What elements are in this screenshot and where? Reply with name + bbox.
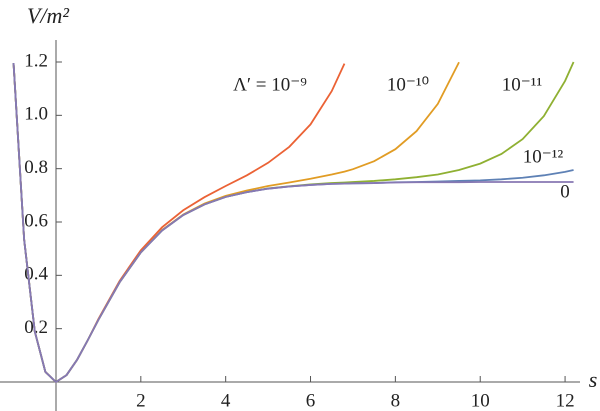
series-label: 10⁻¹¹ [502,74,543,95]
y-tick-label: 0.2 [24,317,48,338]
series-line [12,61,575,384]
x-tick-label: 2 [136,390,146,411]
y-tick-label: 0.4 [24,264,48,285]
series-label: 10⁻¹⁰ [387,74,429,95]
x-tick-label: 4 [221,390,231,411]
y-axis-label: V/m² [27,3,69,28]
series-line [12,63,574,384]
x-tick-label: 6 [306,390,316,411]
y-tick-label: 1.0 [24,104,48,125]
series-line [12,61,460,384]
y-tick-label: 0.8 [24,157,48,178]
series-line [12,63,574,384]
series-label: 0 [560,181,570,202]
x-tick-label: 8 [391,390,401,411]
series-label: Λ′ = 10⁻⁹ [233,74,307,95]
y-tick-label: 1.2 [24,50,48,71]
x-axis-label: s [589,367,598,392]
y-tick-label: 0.6 [24,210,48,231]
x-tick-label: 12 [556,390,575,411]
x-tick-label: 10 [471,390,490,411]
series-line [12,63,346,384]
series-label: 10⁻¹² [523,146,564,167]
